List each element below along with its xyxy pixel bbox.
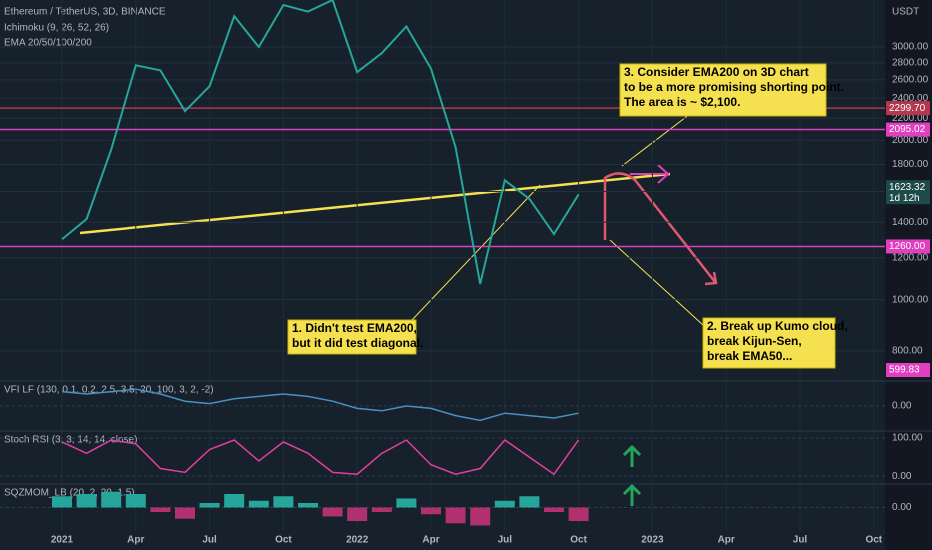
arrow-right [630,164,670,184]
countdown: 1d 12h [889,193,920,204]
momentum-bar [470,507,491,526]
annotation-text: 3. Consider EMA200 on 3D chart [624,65,809,79]
level-tag [886,101,930,116]
x-tick-label: 2023 [641,535,664,546]
x-tick-label: Apr [127,535,144,546]
x-tick-label: Oct [570,535,587,546]
x-tick-label: Jul [793,535,808,546]
y-tick-label: 0.00 [892,502,912,513]
y-tick-label: 3000.00 [892,42,929,53]
annotation-text: but it did test diagonal. [292,336,423,350]
momentum-bar [322,507,343,517]
trend-line [79,172,671,235]
momentum-bar [544,507,564,512]
y-tick-label: 800.00 [892,346,923,357]
momentum-bar [494,500,515,508]
annotation-text: break Kijun-Sen, [707,334,802,348]
currency: USDT [892,7,919,18]
annotation-box [619,63,827,117]
y-tick-label: 1000.00 [892,294,929,305]
last-price-tag [886,180,930,205]
momentum-bar [175,507,195,519]
momentum-bar [519,496,540,508]
annotation-box [702,317,836,369]
y-tick-label: 1400.00 [892,217,929,228]
annotation-box [287,319,417,355]
momentum-bar [224,494,245,508]
y-tick-label: 2800.00 [892,57,929,68]
x-tick-label: Jul [498,535,513,546]
pointer [411,184,541,321]
annotation-text: 1. Didn't test EMA200, [292,321,417,335]
arrow-head [704,271,718,286]
momentum-bar [150,507,171,512]
annotation-text: 2. Break up Kumo cloud, [707,319,848,333]
y-tick-label: 0.00 [892,401,912,412]
momentum-bar [248,500,269,508]
projection-arrow [603,172,716,283]
level-label: 2095.02 [889,124,926,135]
level-label: 2299.70 [889,103,926,114]
momentum-bar [568,507,589,521]
pane-label: VFI LF (130, 0.1, 0.2, 2.5, 3.5, 20, 100… [4,385,214,396]
pointer [609,239,704,326]
y-tick-label: 100.00 [892,433,923,444]
up-arrows [622,444,642,506]
momentum-bar [125,494,146,508]
momentum-bar [445,507,466,524]
x-tick-label: Jul [202,535,217,546]
level-tag [886,122,930,137]
level-tag [886,363,930,377]
level-label: 599.83 [889,365,920,376]
y-tick-label: 0.00 [892,471,912,482]
annotation-text: to be a more promising shorting point. [624,80,844,94]
y-tick-label: 2400.00 [892,93,929,104]
annotation-text: The area is ~ $2,100. [624,95,740,109]
x-tick-label: 2022 [346,535,369,546]
momentum-bar [347,507,368,521]
price-axis [885,0,932,550]
pane-label: Stoch RSI (3, 3, 14, 14, close) [4,435,137,446]
momentum-bar [199,503,220,508]
momentum-bar [371,507,392,512]
y-tick-label: 2000.00 [892,135,929,146]
y-tick-label: 2200.00 [892,113,929,124]
momentum-bar [421,507,441,515]
price-line [61,0,580,285]
pane-label: SQZMOM_LB (20, 2, 20, 1.5) [4,488,135,499]
chart-title: Ethereum / TetherUS, 3D, BINANCE [4,7,166,18]
x-tick-label: Apr [422,535,439,546]
pane-line [61,438,580,476]
momentum-bar [396,498,417,508]
level-tag [886,239,930,254]
momentum-bar [273,496,294,508]
level-label: 1260.00 [889,241,926,252]
indicator-label: EMA 20/50/100/200 [4,38,92,49]
pane-line [61,388,579,422]
last-price: 1623.32 [889,182,926,193]
x-tick-label: Oct [865,535,882,546]
x-tick-label: Apr [718,535,735,546]
momentum-bar [52,496,72,508]
indicator-label: Ichimoku (9, 26, 52, 26) [4,23,109,34]
y-tick-label: 1200.00 [892,252,929,263]
y-tick-label: 2600.00 [892,75,929,86]
y-tick-label: 1800.00 [892,159,929,170]
momentum-bar [76,494,97,508]
x-tick-label: 2021 [51,535,74,546]
momentum-bar [298,503,318,508]
annotation-text: break EMA50... [707,349,792,363]
x-tick-label: Oct [275,535,292,546]
momentum-bar [101,491,122,508]
